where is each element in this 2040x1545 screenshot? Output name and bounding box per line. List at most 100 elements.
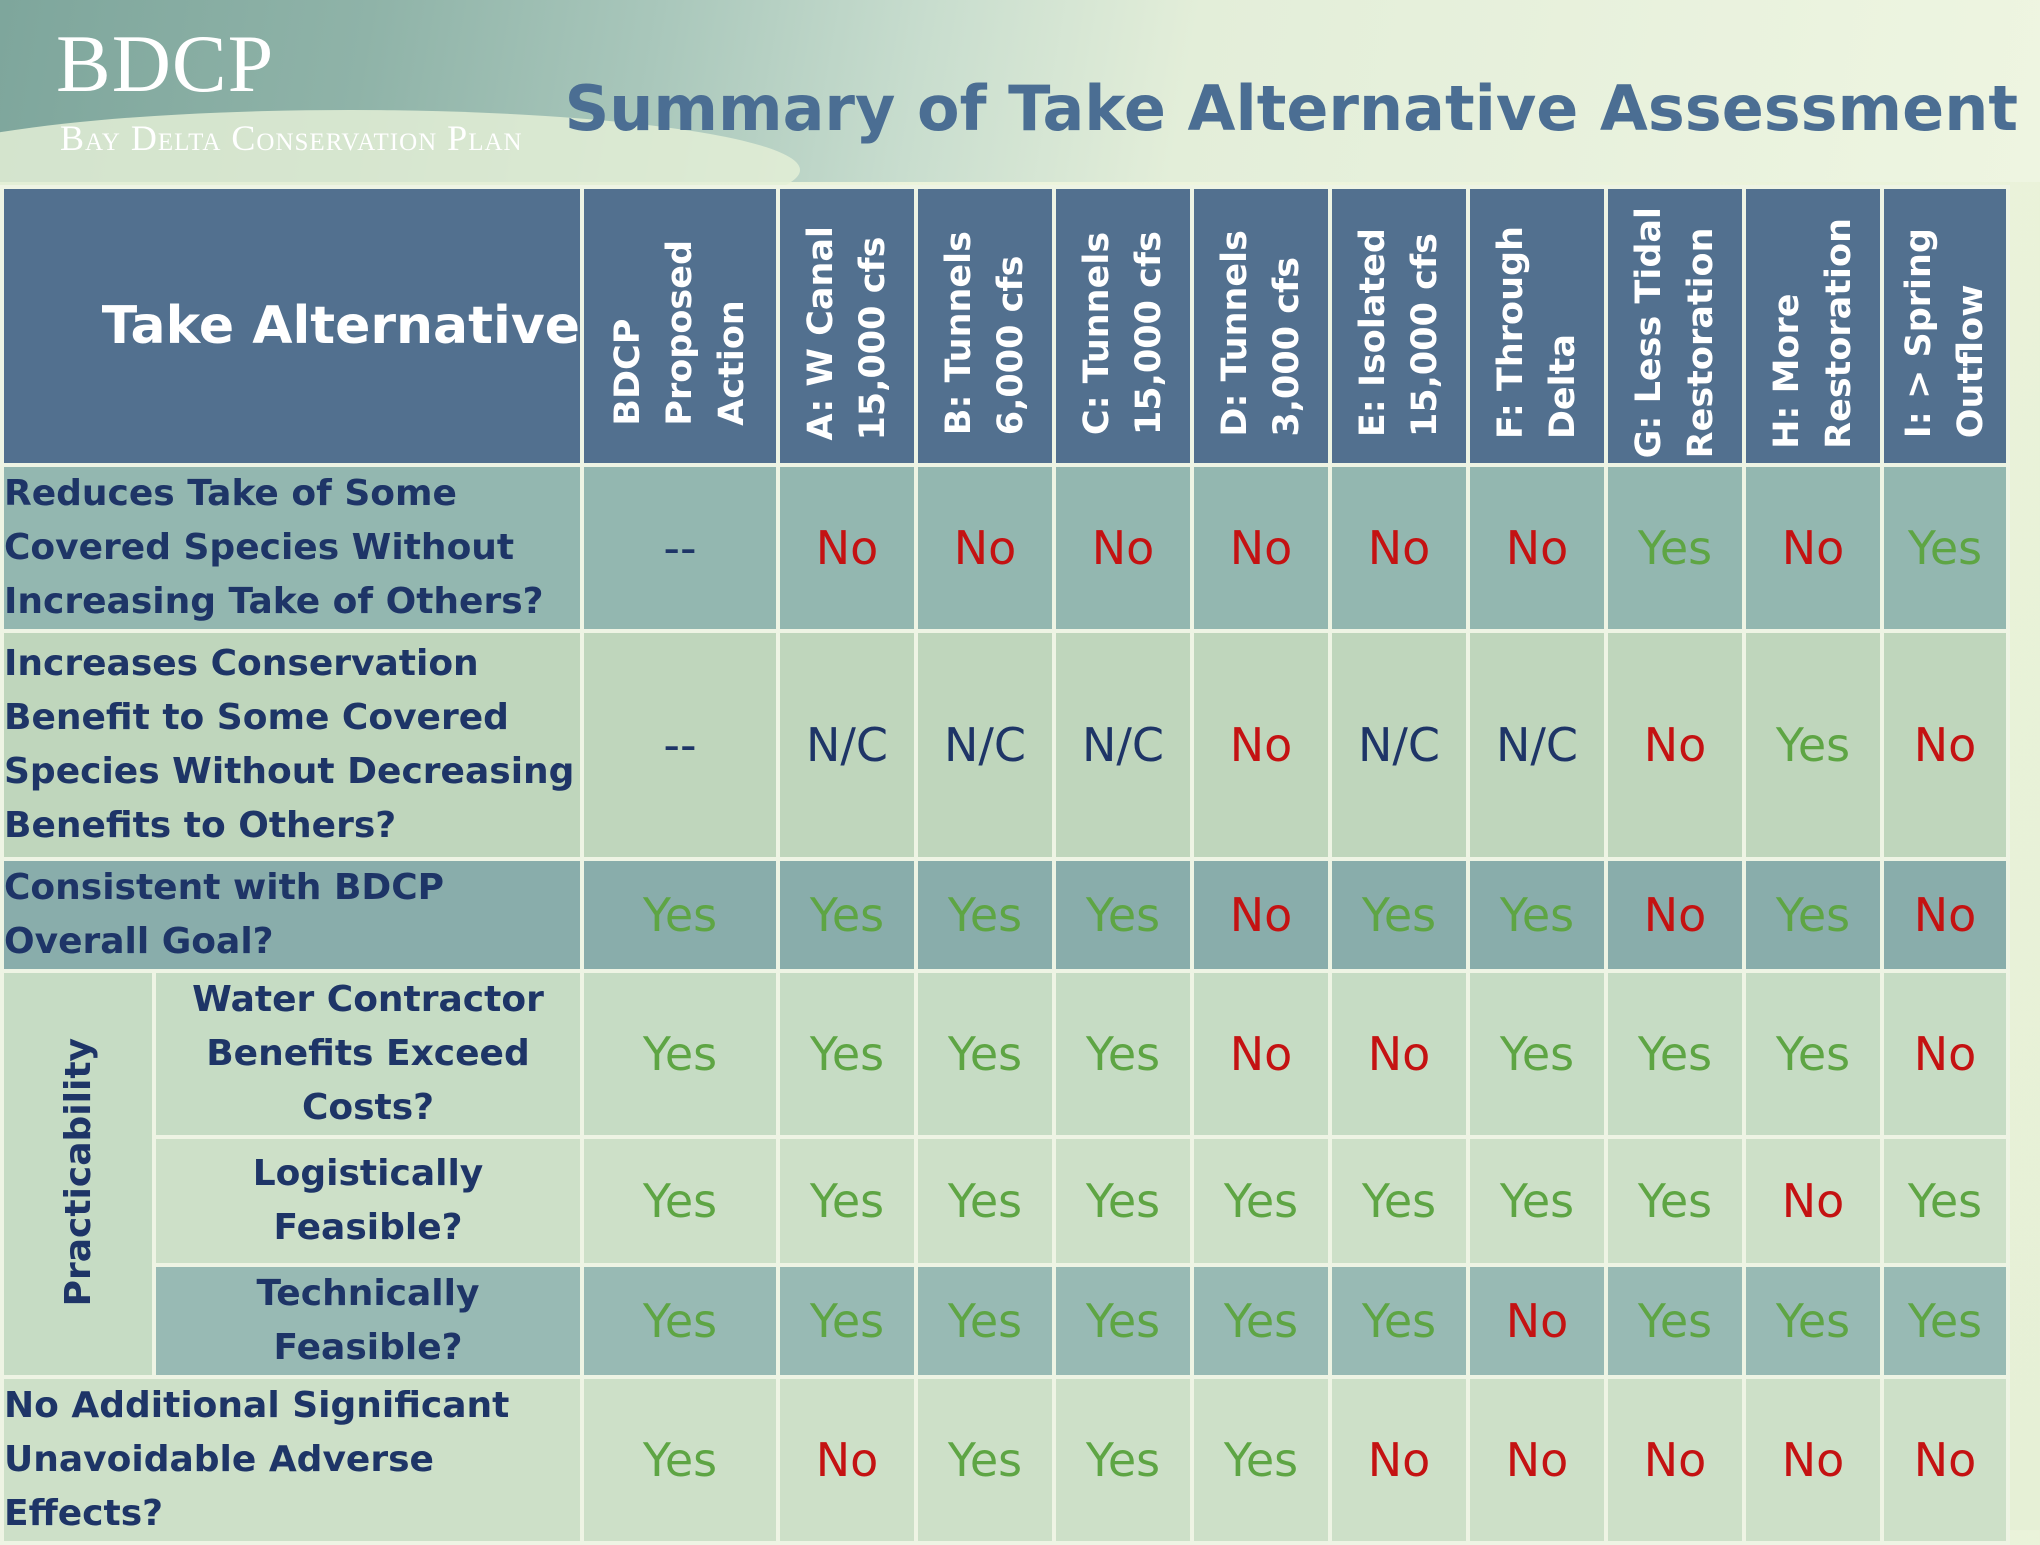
table-cell: Yes <box>776 857 918 973</box>
table-cell: Yes <box>776 1263 918 1379</box>
column-header: E: Isolated 15,000 cfs <box>1328 185 1470 467</box>
table-cell: Yes <box>1604 1135 1746 1267</box>
column-header: D: Tunnels 3,000 cfs <box>1190 185 1332 467</box>
table-cell: Yes <box>1190 1263 1332 1379</box>
table-cell: No <box>1190 969 1332 1139</box>
table-cell: Yes <box>1880 463 2010 633</box>
table-cell: N/C <box>1466 629 1608 861</box>
table-cell: No <box>1328 969 1470 1139</box>
table-cell: Yes <box>580 1135 780 1267</box>
table-cell: No <box>1190 857 1332 973</box>
table-cell: Yes <box>776 1135 918 1267</box>
row-label: Logistically Feasible? <box>152 1135 584 1267</box>
table-cell: Yes <box>1742 857 1884 973</box>
table-cell: No <box>1880 969 2010 1139</box>
table-cell: N/C <box>1328 629 1470 861</box>
table-row: Technically Feasible? Yes Yes Yes Yes Ye… <box>2 1263 2010 1379</box>
logo-sub-text: Bay Delta Conservation Plan <box>60 118 523 158</box>
table-row: Increases Conservation Benefit to Some C… <box>0 629 2010 861</box>
table-cell: Yes <box>1190 1135 1332 1267</box>
table-cell: No <box>1328 463 1470 633</box>
table-cell: No <box>776 463 918 633</box>
table-cell: Yes <box>1052 969 1194 1139</box>
table-cell: Yes <box>1742 1263 1884 1379</box>
table-cell: Yes <box>1742 969 1884 1139</box>
table-cell: Yes <box>580 857 780 973</box>
table-cell: Yes <box>914 969 1056 1139</box>
column-header: C: Tunnels 15,000 cfs <box>1052 185 1194 467</box>
table-cell: Yes <box>914 1375 1056 1545</box>
table-cell: Yes <box>1604 969 1746 1139</box>
table-cell: Yes <box>1328 1263 1470 1379</box>
assessment-table: Take Alternative BDCP Proposed Action A:… <box>0 185 2010 1545</box>
table-row: Practicability Water Contractor Benefits… <box>0 969 2010 1379</box>
table-cell: Yes <box>1466 1135 1608 1267</box>
page-title: Summary of Take Alternative Assessment <box>564 72 2018 145</box>
table-cell: -- <box>580 463 780 633</box>
row-label: Reduces Take of Some Covered Species Wit… <box>0 463 584 633</box>
practicability-label: Practicability <box>57 1037 99 1307</box>
column-header: F: Through Delta <box>1466 185 1608 467</box>
table-cell: No <box>1328 1375 1470 1545</box>
column-header: BDCP Proposed Action <box>580 185 780 467</box>
table-row: No Additional Significant Unavoidable Ad… <box>0 1375 2010 1545</box>
table-cell: Yes <box>914 857 1056 973</box>
table-cell: -- <box>580 629 780 861</box>
take-alternative-header: Take Alternative <box>0 185 584 467</box>
table-cell: No <box>1604 629 1746 861</box>
row-label: No Additional Significant Unavoidable Ad… <box>0 1375 584 1545</box>
row-label: Water Contractor Benefits Exceed Costs? <box>152 969 584 1139</box>
table-cell: Yes <box>1052 1263 1194 1379</box>
column-header: A: W Canal 15,000 cfs <box>776 185 918 467</box>
table-cell: Yes <box>1328 1135 1470 1267</box>
table-cell: Yes <box>1604 463 1746 633</box>
table-cell: Yes <box>1328 857 1470 973</box>
table-cell: Yes <box>1190 1375 1332 1545</box>
table-cell: No <box>1742 1135 1884 1267</box>
row-label: Technically Feasible? <box>152 1263 584 1379</box>
table-cell: Yes <box>1052 857 1194 973</box>
table-cell: Yes <box>914 1263 1056 1379</box>
table-cell: No <box>1742 463 1884 633</box>
row-label: Increases Conservation Benefit to Some C… <box>0 629 584 861</box>
table-row: Logistically Feasible? Yes Yes Yes Yes Y… <box>2 1135 2010 1267</box>
table-cell: Yes <box>580 969 780 1139</box>
table-cell: N/C <box>776 629 918 861</box>
table-cell: No <box>1604 857 1746 973</box>
table-cell: Yes <box>1742 629 1884 861</box>
table-cell: Yes <box>914 1135 1056 1267</box>
table-cell: No <box>1880 857 2010 973</box>
header-row: Take Alternative BDCP Proposed Action A:… <box>0 185 2010 467</box>
table-cell: Yes <box>1880 1263 2010 1379</box>
table-cell: No <box>1466 463 1608 633</box>
row-label: Consistent with BDCP Overall Goal? <box>0 857 584 973</box>
table-cell: N/C <box>914 629 1056 861</box>
table-cell: No <box>1880 1375 2010 1545</box>
table-cell: Yes <box>580 1263 780 1379</box>
practicability-group: Practicability <box>0 969 156 1379</box>
bdcp-logo: BDCP Bay Delta Conservation Plan <box>56 18 523 159</box>
column-header: G: Less Tidal Restoration <box>1604 185 1746 467</box>
table-cell: Yes <box>1466 969 1608 1139</box>
column-header: H: More Restoration <box>1742 185 1884 467</box>
table-cell: No <box>1604 1375 1746 1545</box>
table-cell: N/C <box>1052 629 1194 861</box>
table-cell: Yes <box>1052 1375 1194 1545</box>
table-cell: No <box>1190 463 1332 633</box>
table-cell: Yes <box>1466 857 1608 973</box>
table-cell: No <box>1052 463 1194 633</box>
table-cell: No <box>1466 1263 1608 1379</box>
table-cell: No <box>1880 629 2010 861</box>
table-row: Reduces Take of Some Covered Species Wit… <box>0 463 2010 633</box>
table-cell: No <box>1742 1375 1884 1545</box>
table-cell: No <box>914 463 1056 633</box>
logo-main-text: BDCP <box>56 18 275 109</box>
table-cell: Yes <box>580 1375 780 1545</box>
column-header: B: Tunnels 6,000 cfs <box>914 185 1056 467</box>
table-cell: Yes <box>1052 1135 1194 1267</box>
table-cell: No <box>776 1375 918 1545</box>
table-cell: Yes <box>776 969 918 1139</box>
table-cell: Yes <box>1880 1135 2010 1267</box>
table-cell: No <box>1466 1375 1608 1545</box>
table-cell: Yes <box>1604 1263 1746 1379</box>
